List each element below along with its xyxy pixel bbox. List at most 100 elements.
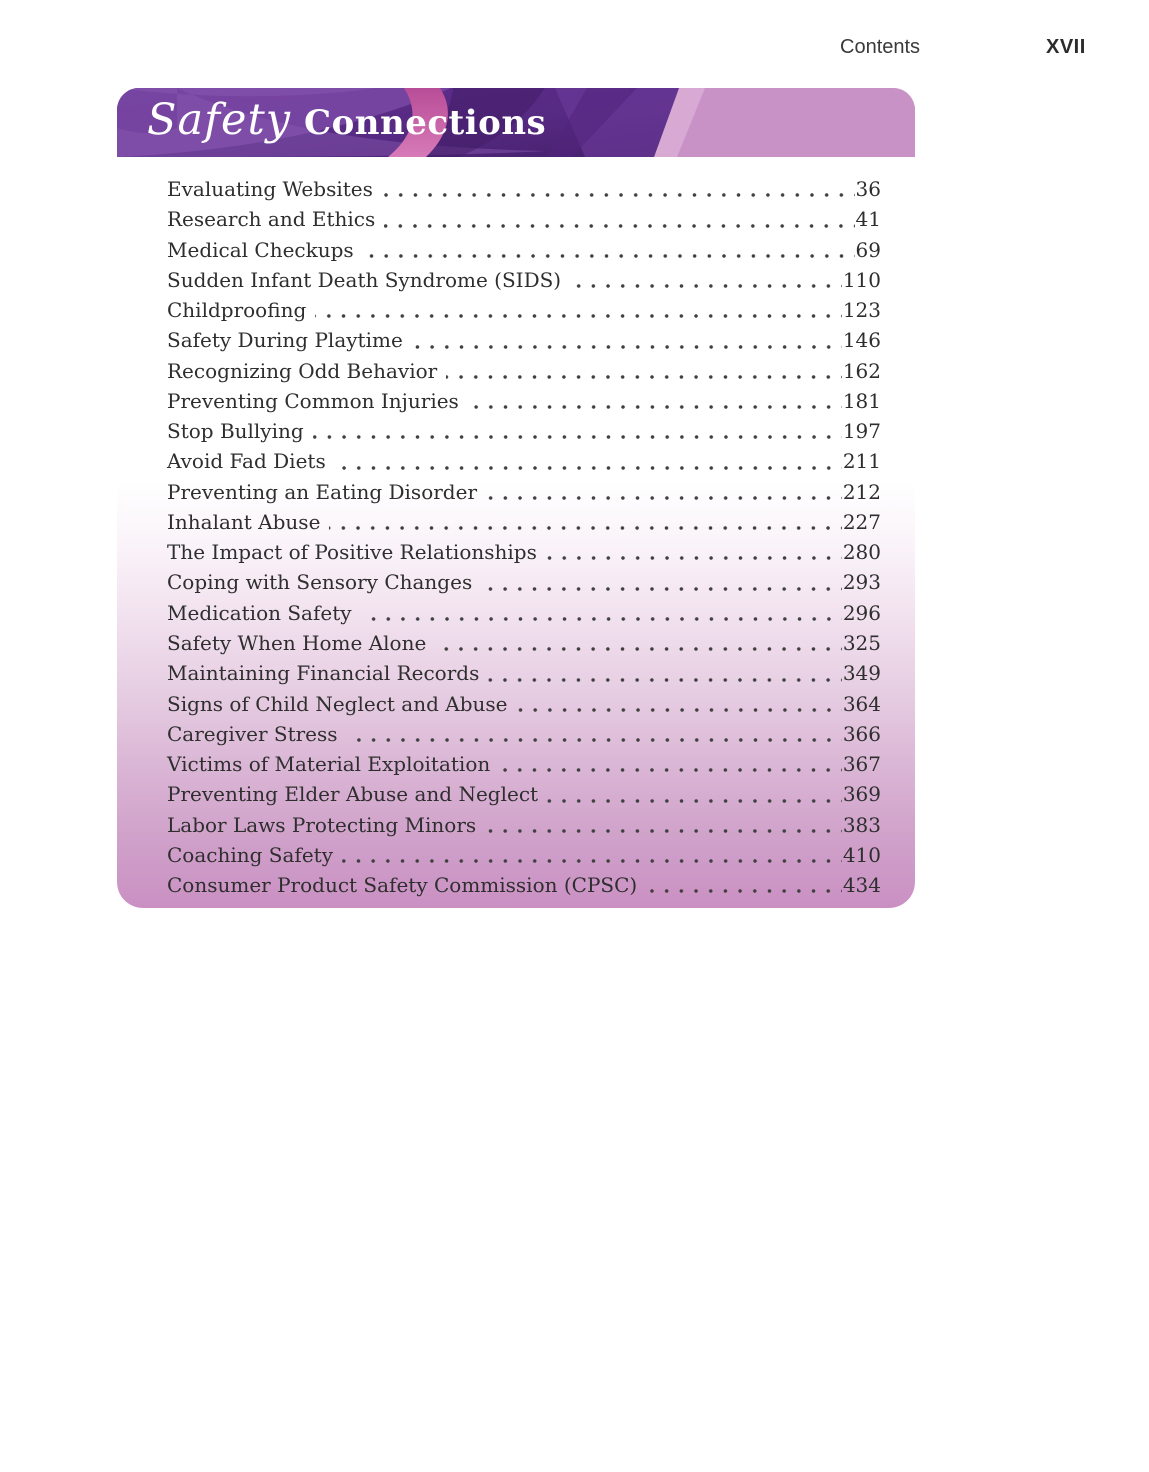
toc-entry-page: 36 [855, 177, 881, 201]
dot-leader [516, 688, 842, 719]
toc-entry-label: Caregiver Stress [167, 721, 338, 746]
toc-entry-page: 369 [842, 782, 881, 807]
toc-entry-label: Inhalant Abuse [167, 509, 321, 534]
toc-entry-page: 41 [855, 207, 881, 232]
toc-entry-label: Sudden Infant Death Syndrome (SIDS) [167, 267, 562, 292]
section-banner: Safety Connections [117, 88, 915, 157]
dot-leader [481, 567, 842, 598]
toc-row: Medical Checkups 69 [167, 234, 881, 265]
toc-entry-page: 162 [842, 358, 881, 383]
dot-leader [315, 295, 842, 326]
dot-leader [384, 204, 855, 235]
toc-row: Consumer Product Safety Commission (CPSC… [167, 870, 881, 901]
toc-entry-page: 325 [842, 630, 881, 655]
toc-entry-page: 367 [842, 752, 881, 777]
toc-row: Stop Bullying 197 [167, 416, 881, 447]
dot-leader [334, 446, 842, 477]
toc-entry-label: Signs of Child Neglect and Abuse [167, 691, 508, 716]
toc-row: Caregiver Stress 366 [167, 718, 881, 750]
toc-entry-page: 349 [842, 661, 881, 686]
toc-entry-page: 434 [842, 873, 881, 898]
toc-entry-page: 181 [842, 388, 881, 413]
toc-row: Research and Ethics 41 [167, 204, 881, 235]
dot-leader [360, 597, 842, 628]
toc-row: Signs of Child Neglect and Abuse 364 [167, 688, 881, 719]
safety-connections-panel: Safety Connections Evaluating Websites 36… [117, 88, 915, 908]
dot-leader [342, 839, 842, 871]
page-number-roman: XVII [1046, 36, 1086, 58]
toc-entry-page: 211 [842, 449, 881, 474]
dot-leader [312, 416, 842, 447]
toc-entry-label: Medical Checkups [167, 237, 354, 262]
toc-entry-label: Stop Bullying [167, 419, 304, 444]
dot-leader [499, 749, 842, 780]
toc-row: Recognizing Odd Behavior 162 [167, 355, 881, 386]
toc-entry-label: Preventing Elder Abuse and Neglect [167, 782, 539, 807]
toc-entry-label: Maintaining Financial Records [167, 661, 480, 686]
toc-entry-page: 146 [842, 328, 881, 353]
toc-entry-label: Coaching Safety [167, 842, 333, 867]
toc-entry-page: 123 [842, 298, 881, 323]
toc-row: The Impact of Positive Relationships 280 [167, 537, 881, 568]
toc-entry-page: 212 [842, 479, 881, 504]
running-header-section: Contents [840, 36, 921, 58]
dot-leader [435, 627, 842, 659]
toc-entry-page: 280 [842, 540, 881, 565]
toc-entry-page: 296 [842, 600, 881, 625]
toc-entry-label: Research and Ethics [167, 207, 376, 232]
banner-title-connections: Connections [304, 103, 547, 143]
toc-row: Safety During Playtime 146 [167, 325, 881, 356]
toc-row: Preventing Elder Abuse and Neglect 369 [167, 779, 881, 810]
toc-entry-label: Preventing an Eating Disorder [167, 479, 477, 504]
toc-entry-page: 293 [842, 570, 881, 595]
banner-artwork-icon [117, 88, 915, 157]
toc-entry-page: 410 [842, 842, 881, 867]
toc-entry-page: 364 [842, 691, 881, 716]
dot-leader [346, 718, 842, 750]
dot-leader [485, 809, 842, 840]
toc-row: Medication Safety 296 [167, 597, 881, 628]
toc-row: Childproofing 123 [167, 295, 881, 326]
toc-entry-label: Avoid Fad Diets [167, 449, 326, 474]
toc-entry-page: 110 [842, 267, 881, 292]
toc-entry-label: Medication Safety [167, 600, 352, 625]
dot-leader [329, 506, 842, 538]
toc-row: Labor Laws Protecting Minors 383 [167, 809, 881, 840]
toc-entry-label: Victims of Material Exploitation [167, 752, 491, 777]
toc-entry-label: The Impact of Positive Relationships [167, 540, 537, 565]
dot-leader [646, 870, 842, 901]
toc-row: Evaluating Websites 36 [167, 174, 881, 205]
dot-leader [488, 658, 842, 689]
toc-entry-page: 197 [842, 419, 881, 444]
dot-leader [411, 325, 842, 356]
toc-entry-page: 69 [855, 237, 881, 262]
toc-entry-label: Labor Laws Protecting Minors [167, 812, 477, 837]
toc-entry-label: Childproofing [167, 298, 307, 323]
banner-title-safety: Safety [147, 95, 292, 145]
toc-row: Preventing an Eating Disorder 212 [167, 476, 881, 507]
toc-entry-page: 366 [842, 721, 881, 746]
toc-row: Inhalant Abuse 227 [167, 506, 881, 538]
toc-entry-page: 227 [842, 509, 881, 534]
toc-row: Safety When Home Alone 325 [167, 627, 881, 659]
toc-entry-label: Coping with Sensory Changes [167, 570, 473, 595]
toc-row: Sudden Infant Death Syndrome (SIDS) 110 [167, 264, 881, 296]
dot-leader [486, 476, 842, 507]
toc-entry-label: Safety When Home Alone [167, 630, 427, 655]
dot-leader [545, 537, 842, 568]
toc-row: Avoid Fad Diets 211 [167, 446, 881, 477]
dot-leader [446, 355, 842, 386]
toc-entry-label: Safety During Playtime [167, 328, 403, 353]
toc-entry-label: Evaluating Websites [167, 177, 373, 201]
toc-entry-page: 383 [842, 812, 881, 837]
toc-list: Evaluating Websites 36 Research and Ethics… [117, 157, 915, 901]
toc-entry-label: Recognizing Odd Behavior [167, 358, 438, 383]
toc-row: Coping with Sensory Changes 293 [167, 567, 881, 598]
dot-leader [570, 264, 842, 296]
dot-leader [362, 234, 855, 265]
toc-row: Preventing Common Injuries 181 [167, 385, 881, 417]
running-header: Contents XVII [0, 36, 1149, 62]
toc-entry-label: Preventing Common Injuries [167, 388, 459, 413]
toc-row: Maintaining Financial Records 349 [167, 658, 881, 689]
dot-leader [467, 385, 842, 417]
